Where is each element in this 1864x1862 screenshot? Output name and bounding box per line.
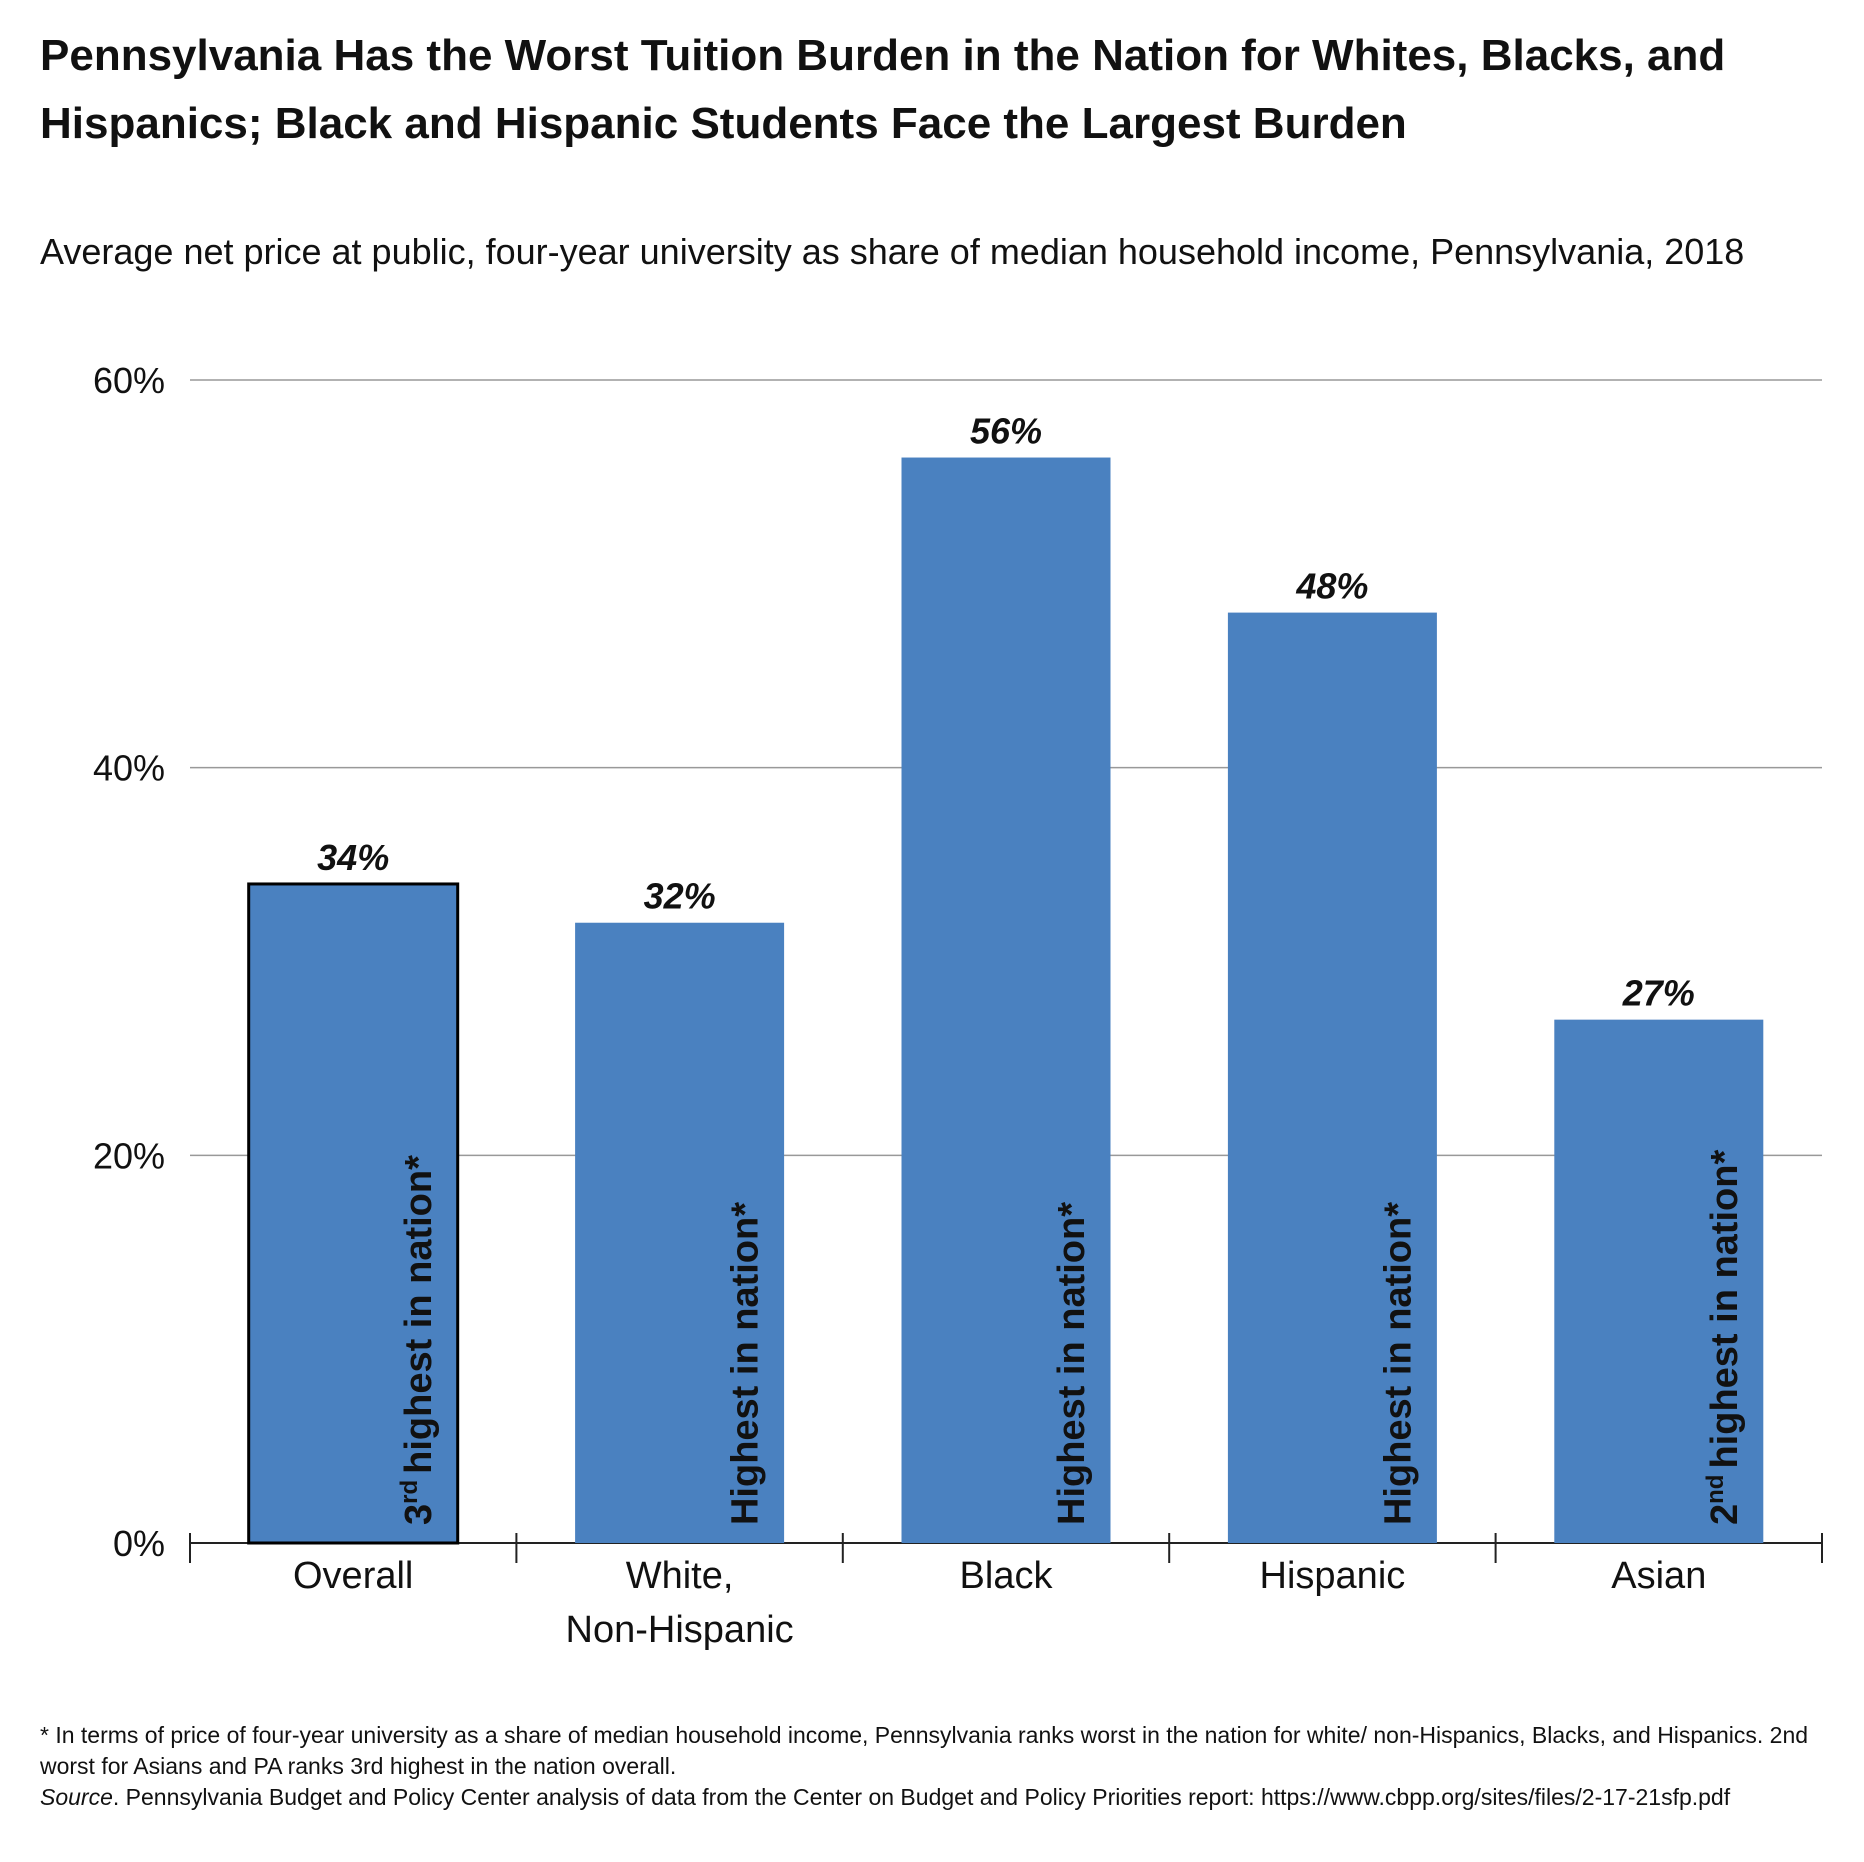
bar-annotation: 2nd highest in nation* bbox=[1702, 1150, 1746, 1525]
annotation-text: Highest in nation* bbox=[725, 1202, 767, 1525]
source-note: Source. Pennsylvania Budget and Policy C… bbox=[40, 1782, 1820, 1813]
source-label: Source bbox=[40, 1784, 113, 1810]
bar-annotation: 3rd highest in nation* bbox=[396, 1155, 440, 1525]
annotation-superscript: nd bbox=[1702, 1475, 1729, 1504]
annotation-text: highest in nation* bbox=[1704, 1150, 1746, 1469]
footnote: * In terms of price of four-year univers… bbox=[40, 1722, 1809, 1779]
annotation-text: highest in nation* bbox=[398, 1155, 440, 1474]
bar-annotation: Highest in nation* bbox=[725, 1202, 767, 1525]
bar bbox=[1227, 612, 1437, 1543]
value-label: 56% bbox=[970, 411, 1042, 452]
bar-annotation: Highest in nation* bbox=[1051, 1202, 1093, 1525]
annotation-text: 3 bbox=[398, 1504, 440, 1525]
bar-annotation: Highest in nation* bbox=[1377, 1202, 1419, 1525]
x-tick-label: White, Non-Hispanic bbox=[566, 1555, 794, 1651]
source-text: . Pennsylvania Budget and Policy Center … bbox=[112, 1784, 1731, 1810]
y-tick-label: 0% bbox=[113, 1523, 165, 1564]
chart-title: Pennsylvania Has the Worst Tuition Burde… bbox=[40, 31, 1726, 148]
y-tick-label: 60% bbox=[93, 360, 165, 401]
annotation-superscript: rd bbox=[396, 1480, 423, 1504]
x-tick-label: Black bbox=[960, 1555, 1054, 1597]
bar bbox=[247, 882, 460, 1545]
bar bbox=[1554, 1019, 1764, 1543]
x-tick-label: Overall bbox=[293, 1555, 413, 1597]
x-tick-label: Asian bbox=[1611, 1555, 1706, 1597]
bar bbox=[575, 922, 785, 1543]
chart: 0% 20% 40% 60% 34% Overall 3rd highest in natio… bbox=[93, 360, 1823, 1651]
y-tick-label: 40% bbox=[93, 748, 165, 789]
value-label: 32% bbox=[644, 876, 716, 917]
value-label: 48% bbox=[1295, 566, 1368, 607]
chart-subtitle: Average net price at public, four-year u… bbox=[40, 231, 1745, 272]
footnotes: * In terms of price of four-year univers… bbox=[40, 1720, 1820, 1813]
x-tick-label: Hispanic bbox=[1260, 1555, 1406, 1597]
annotation-text: Highest in nation* bbox=[1051, 1202, 1093, 1525]
value-label: 34% bbox=[317, 837, 389, 878]
bar bbox=[901, 457, 1111, 1543]
value-label: 27% bbox=[1622, 973, 1695, 1014]
annotation-text: Highest in nation* bbox=[1377, 1202, 1419, 1525]
annotation-text: 2 bbox=[1704, 1504, 1746, 1525]
y-tick-label: 20% bbox=[93, 1135, 165, 1176]
